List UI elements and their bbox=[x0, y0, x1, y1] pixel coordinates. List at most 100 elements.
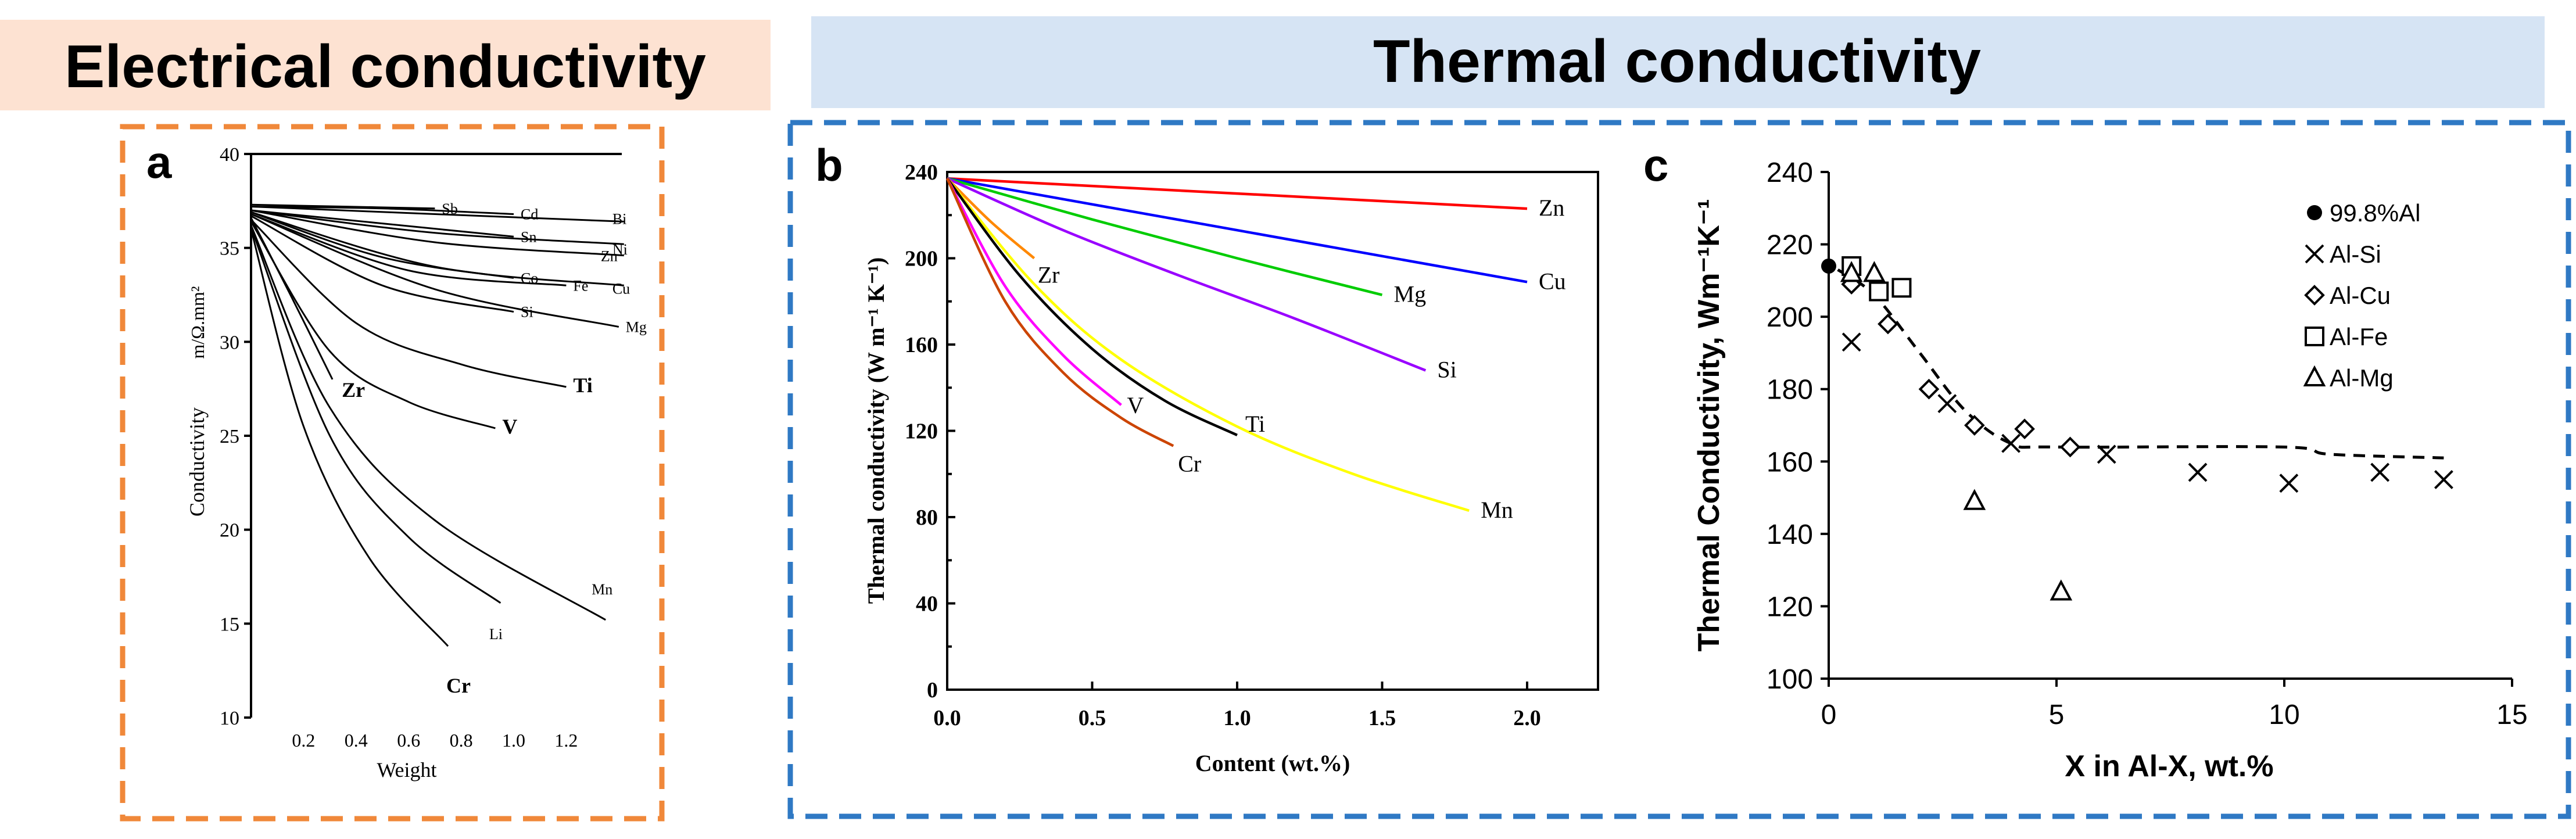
panel-a-series-li bbox=[250, 227, 501, 604]
panel-a-xtick-label: 0.2 bbox=[292, 730, 315, 751]
panel-a-series-v bbox=[250, 221, 496, 429]
panel-a-label-sn: Sn bbox=[521, 228, 536, 245]
panel-a-label-mn: Mn bbox=[592, 581, 612, 598]
panel-c-ylabel: Thermal Conductivity, Wm⁻¹K⁻¹ bbox=[1692, 199, 1726, 651]
panel-c-point-al-fe bbox=[1869, 281, 1889, 302]
panel-c-xtick-label: 5 bbox=[2049, 700, 2065, 730]
panel-c-legend-label-al-fe: Al-Fe bbox=[2330, 323, 2388, 350]
panel-c-ytick-label: 140 bbox=[1767, 519, 1813, 550]
panel-a-series-cd bbox=[250, 206, 514, 215]
panel-c-point-99-8-al bbox=[1821, 258, 1836, 274]
panel-a-ytick-label: 20 bbox=[220, 520, 239, 542]
panel-a-series-zn bbox=[250, 209, 624, 257]
panel-a-series-fe bbox=[250, 213, 567, 286]
panel-b-label-mg: Mg bbox=[1394, 281, 1427, 307]
panel-c-point-al-cu bbox=[2014, 418, 2035, 440]
panel-b-ylabel: Thermal conductivity (W m⁻¹ K⁻¹) bbox=[863, 257, 889, 604]
panel-a-label-mg: Mg bbox=[626, 318, 647, 335]
panel-a-series-sb bbox=[250, 203, 435, 210]
panel-c-legend-label-al-mg: Al-Mg bbox=[2330, 364, 2394, 392]
panel-b-label-ti: Ti bbox=[1245, 411, 1265, 437]
panel-b-label-cu: Cu bbox=[1539, 268, 1566, 294]
panel-a-xtick-label: 1.2 bbox=[554, 730, 578, 751]
panel-b-ytick-label: 80 bbox=[916, 505, 938, 530]
panel-b-label-mn: Mn bbox=[1481, 497, 1513, 523]
panel-a-series-sn bbox=[250, 209, 514, 238]
panel-b-ytick-label: 0 bbox=[927, 678, 938, 702]
panel-b-ytick-label: 240 bbox=[905, 160, 938, 185]
panel-b-xlabel: Content (wt.%) bbox=[1195, 750, 1350, 776]
panel-b-series-ti bbox=[946, 177, 1238, 436]
panel-c-point-al-si bbox=[2279, 474, 2299, 493]
panel-a-series-cu bbox=[250, 211, 624, 286]
panel-a-label-cr: Cr bbox=[446, 674, 471, 697]
panel-a-xtick-label: 1.0 bbox=[502, 730, 525, 751]
panel-a-label-v: V bbox=[502, 415, 517, 438]
panel-c-point-al-cu bbox=[1918, 378, 1940, 400]
panel-c-point-al-mg bbox=[2050, 579, 2073, 601]
panel-c-point-al-cu bbox=[1878, 313, 1898, 335]
panel-a-label-cd: Cd bbox=[521, 206, 538, 223]
panel-b-series-zn bbox=[947, 177, 1528, 210]
panel-c-ytick-label: 200 bbox=[1767, 302, 1813, 333]
panel-c-legend-marker-al-cu bbox=[2304, 285, 2325, 306]
panel-c-point-al-cu bbox=[2059, 436, 2081, 458]
panel-c-legend-label-al-cu: Al-Cu bbox=[2330, 282, 2391, 309]
panel-b-ytick-label: 200 bbox=[905, 247, 938, 271]
panel-c-xtick-label: 0 bbox=[1821, 700, 1837, 730]
panel-c-chart: Thermal Conductivity, Wm⁻¹K⁻¹ X in Al-X,… bbox=[1692, 157, 2528, 783]
panel-b-series-cr bbox=[945, 178, 1174, 447]
panel-c-point-al-si bbox=[2434, 470, 2453, 489]
panel-a-ytick-label: 30 bbox=[220, 332, 239, 353]
panel-b-xtick-label: 1.0 bbox=[1223, 706, 1251, 730]
panel-a-series-co bbox=[250, 211, 514, 279]
electrical-header-bg bbox=[0, 20, 771, 110]
panel-b-series-zr bbox=[946, 177, 1036, 260]
panel-b-label-zr: Zr bbox=[1038, 262, 1060, 288]
panel-a-ylabel: Conductivity bbox=[185, 407, 209, 517]
panel-a-label-si: Si bbox=[521, 304, 533, 321]
panel-a-series-ni bbox=[250, 209, 624, 245]
thermal-header: Thermal conductivity bbox=[1373, 28, 1981, 95]
electrical-frame bbox=[120, 124, 665, 822]
panel-c-legend-marker-99-8-al bbox=[2307, 205, 2322, 220]
panel-c-point-al-cu bbox=[1964, 415, 1985, 436]
thermal-frame bbox=[787, 120, 2571, 819]
panel-b-ytick-label: 120 bbox=[905, 419, 938, 444]
panel-a-series-mn bbox=[250, 225, 606, 621]
panel-b-series-cu bbox=[947, 177, 1528, 284]
panel-a-series-si bbox=[250, 215, 514, 313]
panel-a-xtick-label: 0.8 bbox=[450, 730, 473, 751]
panel-b-series-si bbox=[947, 177, 1427, 372]
panel-c-point-al-si bbox=[1841, 332, 1861, 352]
panel-c-ytick-label: 220 bbox=[1767, 230, 1813, 261]
panel-c-trend-line bbox=[1837, 268, 2444, 460]
panel-c-xtick-label: 10 bbox=[2269, 700, 2299, 730]
panel-c-point-al-fe bbox=[1891, 278, 1912, 298]
panel-c-legend-marker-al-fe bbox=[2305, 327, 2324, 346]
panel-a-ylabel-units: m/Ω.mm² bbox=[187, 286, 208, 359]
panel-b-frame bbox=[946, 171, 1599, 691]
panel-a-ytick-label: 10 bbox=[220, 708, 239, 729]
panel-b-label-si: Si bbox=[1437, 357, 1456, 383]
panel-a-series-ti bbox=[250, 219, 567, 388]
panel-c-point-al-mg bbox=[1840, 261, 1863, 282]
panel-b-series-mn bbox=[946, 177, 1470, 512]
panel-a-label-bi: Bi bbox=[612, 210, 627, 227]
panel-letter-a: a bbox=[146, 137, 172, 188]
panel-c-legend-label-99-8-al: 99.8%Al bbox=[2330, 199, 2420, 227]
panel-c-ytick-label: 100 bbox=[1767, 664, 1813, 695]
panel-a-xtick-label: 0.6 bbox=[397, 730, 420, 751]
panel-c-point-al-si bbox=[2370, 462, 2390, 482]
panel-a-ytick-label: 40 bbox=[220, 144, 239, 166]
electrical-header: Electrical conductivity bbox=[65, 33, 706, 101]
panel-letter-c: c bbox=[1643, 139, 1668, 191]
thermal-header-bg bbox=[811, 16, 2545, 108]
panel-a-series-bi bbox=[250, 206, 624, 223]
panel-b-xtick-label: 0.5 bbox=[1079, 706, 1106, 730]
panel-a-label-cu: Cu bbox=[612, 280, 630, 297]
panel-a-series-mg bbox=[250, 213, 619, 328]
panel-a-ytick-label: 15 bbox=[220, 614, 239, 635]
panel-b-label-zn: Zn bbox=[1539, 195, 1564, 221]
panel-c-ytick-label: 160 bbox=[1767, 447, 1813, 478]
